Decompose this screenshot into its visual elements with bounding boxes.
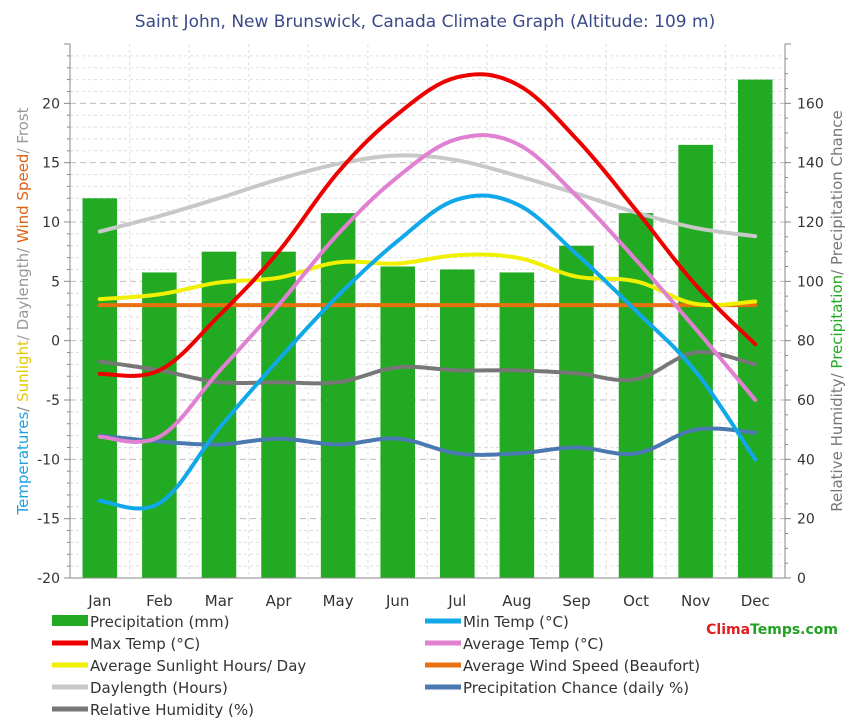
- legend-item-relative-humidity: Relative Humidity (%): [52, 701, 254, 719]
- legend-label: Average Temp (°C): [463, 635, 604, 653]
- series-line-max-temp-c: [97, 72, 758, 378]
- x-tick-label-sep: Sep: [562, 592, 590, 610]
- x-tick-label-jan: Jan: [87, 592, 111, 610]
- x-tick-label-dec: Dec: [741, 592, 770, 610]
- left-tick-label: -20: [37, 571, 60, 587]
- right-tick-label: 120: [797, 215, 824, 231]
- series-line-min-temp-c: [97, 193, 758, 511]
- x-tick-label-nov: Nov: [681, 592, 710, 610]
- x-tick-label-jun: Jun: [385, 592, 409, 610]
- series-line-average-temp-c: [97, 133, 758, 445]
- precipitation-bar-dec: [737, 79, 773, 578]
- legend-item-min-temp-c: Min Temp (°C): [425, 613, 569, 631]
- right-axis-label-part: / Precipitation Chance: [828, 110, 846, 275]
- left-axis-label-part: Wind Speed: [14, 154, 32, 244]
- left-tick-label: -10: [37, 452, 60, 468]
- right-axis-label-part: Relative Humidity/: [828, 369, 846, 512]
- precipitation-bar-may: [320, 213, 356, 578]
- precipitation-bar-apr: [261, 251, 296, 578]
- left-tick-label: -5: [46, 393, 60, 409]
- right-tick-label: 80: [797, 334, 815, 350]
- precipitation-bar-sep: [559, 245, 594, 578]
- x-tick-label-mar: Mar: [205, 592, 234, 610]
- grid-lines: [69, 44, 786, 578]
- right-tick-label: 0: [797, 571, 806, 587]
- left-tick-label: 20: [42, 96, 60, 112]
- precipitation-bar-jan: [82, 198, 118, 578]
- legend-label: Precipitation Chance (daily %): [463, 679, 689, 697]
- x-tick-label-feb: Feb: [146, 592, 173, 610]
- legend-label: Min Temp (°C): [463, 613, 569, 631]
- x-tick-label-aug: Aug: [502, 592, 531, 610]
- legend-item-daylength-hours: Daylength (Hours): [52, 679, 228, 697]
- left-tick-label: 0: [51, 334, 60, 350]
- legend-item-average-temp-c: Average Temp (°C): [425, 635, 604, 653]
- series-lines: [97, 72, 758, 511]
- right-tick-label: 140: [797, 156, 824, 172]
- right-tick-label: 160: [797, 96, 824, 112]
- legend: Precipitation (mm) Min Temp (°C) Max Temp …: [52, 613, 700, 719]
- series-line-relative-humidity: [97, 350, 758, 386]
- series-line-precipitation-chance-daily: [97, 426, 758, 457]
- series-line-average-sunlight-hours-day: [97, 252, 758, 308]
- legend-item-max-temp-c: Max Temp (°C): [52, 635, 200, 653]
- legend-label: Average Sunlight Hours/ Day: [90, 657, 306, 675]
- legend-item-average-sunlight-hours-day: Average Sunlight Hours/ Day: [52, 657, 306, 675]
- left-tick-label: 15: [42, 156, 60, 172]
- x-tick-label-jul: Jul: [447, 592, 466, 610]
- left-axis-label-part: Sunlight: [14, 340, 32, 402]
- right-tick-label: 20: [797, 512, 815, 528]
- left-axis-label-part: /: [14, 402, 32, 412]
- legend-label: Relative Humidity (%): [90, 701, 254, 719]
- left-axis-label-part: / Frost: [14, 107, 32, 153]
- precipitation-bar-oct: [618, 213, 654, 578]
- right-tick-label: 100: [797, 274, 824, 290]
- x-tick-label-may: May: [323, 592, 354, 610]
- chart-title: Saint John, New Brunswick, Canada Climat…: [135, 12, 715, 32]
- left-tick-label: -15: [37, 512, 60, 528]
- legend-label: Average Wind Speed (Beaufort): [463, 657, 700, 675]
- brand-logo-part: Clima: [706, 622, 750, 638]
- left-axis-label-part: Temperatures: [14, 412, 32, 516]
- precipitation-bar-jul: [440, 269, 475, 578]
- left-tick-label: 10: [42, 215, 60, 231]
- brand-logo-part: Temps.com: [750, 622, 838, 638]
- legend-item-precipitation-chance-daily: Precipitation Chance (daily %): [425, 679, 689, 697]
- left-axis-label: Temperatures/ Sunlight/ Daylength/ Wind …: [14, 107, 32, 515]
- axes: -20 -15 -10 -5 0 5 10 15 20 0 20 40 60 80 100 120 140 160…: [14, 43, 846, 610]
- left-tick-label: 5: [51, 274, 60, 290]
- precipitation-bar-aug: [499, 272, 535, 578]
- legend-label: Max Temp (°C): [90, 635, 200, 653]
- left-axis-label-part: / Daylength/: [14, 243, 32, 340]
- precipitation-bar-feb: [142, 272, 177, 578]
- right-tick-label: 40: [797, 452, 815, 468]
- precipitation-bars: [82, 79, 773, 578]
- precipitation-bar-nov: [678, 144, 713, 578]
- x-tick-label-oct: Oct: [623, 592, 649, 610]
- legend-item-average-wind-speed-beaufort: Average Wind Speed (Beaufort): [425, 657, 700, 675]
- precipitation-bar-jun: [380, 266, 415, 578]
- right-tick-label: 60: [797, 393, 815, 409]
- legend-label: Precipitation (mm): [90, 613, 229, 631]
- x-tick-label-apr: Apr: [266, 592, 293, 610]
- brand-logo: ClimaTemps.com: [706, 622, 838, 638]
- legend-item-precipitation-mm: Precipitation (mm): [52, 613, 229, 631]
- right-axis-label-part: Precipitation: [828, 275, 846, 369]
- legend-swatch: [52, 615, 88, 626]
- legend-label: Daylength (Hours): [90, 679, 228, 697]
- right-axis-label: Relative Humidity/ Precipitation/ Precip…: [828, 110, 846, 511]
